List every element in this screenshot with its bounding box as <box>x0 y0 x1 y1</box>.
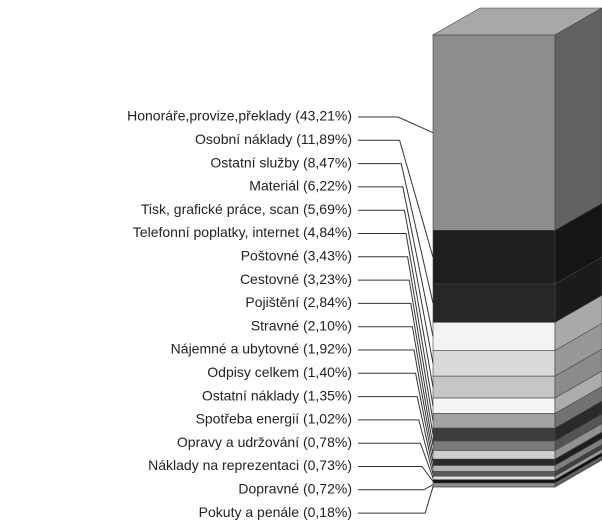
segment-side <box>554 452 602 484</box>
segment-label: Ostatní náklady (1,35%) <box>202 387 352 403</box>
leader-line <box>358 256 434 406</box>
segment-side <box>554 348 602 399</box>
segment-side <box>554 438 602 473</box>
segment <box>432 458 556 466</box>
segment-side <box>554 431 602 467</box>
leader-line <box>358 349 434 455</box>
segment-label: Osobní náklady (11,89%) <box>195 131 352 147</box>
segment <box>432 475 556 481</box>
segment-side <box>554 323 602 377</box>
leader-line <box>358 139 434 258</box>
leader-line <box>358 442 434 479</box>
leader-line <box>358 302 434 435</box>
segment <box>432 471 556 477</box>
leader-line <box>358 396 434 469</box>
segment-side <box>554 458 602 488</box>
segment <box>432 322 556 351</box>
segment-side <box>554 423 602 460</box>
segment-side <box>554 386 602 429</box>
segment <box>432 482 556 487</box>
segment <box>432 440 556 451</box>
leader-line <box>358 186 434 337</box>
segment-side <box>554 294 602 351</box>
segment <box>432 450 556 460</box>
segment-label: Tisk, grafické práce, scan (5,69%) <box>141 201 352 217</box>
segment-label: Stravné (2,10%) <box>251 317 352 333</box>
segment-label: Dopravné (0,72%) <box>238 481 352 497</box>
segment-label: Pojištění (2,84%) <box>245 294 352 310</box>
leader-line <box>358 163 434 304</box>
segment <box>432 479 556 484</box>
leader-line <box>358 486 434 514</box>
segment-label: Náklady na reprezentaci (0,73%) <box>148 457 352 473</box>
leader-line <box>358 466 434 482</box>
segment-label: Ostatní služby (8,47%) <box>210 154 352 170</box>
segment-side <box>554 7 602 231</box>
leader-line <box>358 233 434 388</box>
segment-side <box>554 370 602 415</box>
segment-side <box>554 400 602 442</box>
segment-label: Spotřeba energií (1,02%) <box>196 411 352 427</box>
segment-side <box>554 448 602 481</box>
segment-label: Telefonní poplatky, internet (4,84%) <box>133 224 352 240</box>
segment-label: Cestovné (3,23%) <box>240 271 352 287</box>
segment <box>432 350 556 377</box>
segment-side <box>554 455 602 487</box>
segment-label: Odpisy celkem (1,40%) <box>207 364 352 380</box>
segment <box>432 427 556 442</box>
segment <box>432 34 556 231</box>
segment <box>432 485 556 488</box>
leader-line <box>358 419 434 475</box>
segment-label: Pokuty a penále (0,18%) <box>199 504 352 520</box>
segment-side <box>554 444 602 477</box>
leader-line <box>358 279 434 421</box>
leader-line <box>358 326 434 446</box>
segment <box>432 375 556 399</box>
leader-line <box>358 484 434 491</box>
segment-label: Honoráře,provize,překlady (43,21%) <box>127 108 352 124</box>
leader-line <box>358 116 434 134</box>
segment <box>432 397 556 414</box>
leader-line <box>358 372 434 463</box>
segment-label: Nájemné a ubytovné (1,92%) <box>171 341 352 357</box>
segment-label: Opravy a udržování (0,78%) <box>177 434 352 450</box>
segment-side <box>554 202 602 285</box>
segment <box>432 230 556 285</box>
segment-side <box>554 413 602 451</box>
segment-label: Materiál (6,22%) <box>249 178 352 194</box>
segment <box>432 465 556 472</box>
segment-label: Poštovné (3,43%) <box>241 248 352 264</box>
segment <box>432 283 556 323</box>
leader-line <box>358 209 434 364</box>
segment-side <box>554 256 602 323</box>
segment <box>432 413 556 429</box>
